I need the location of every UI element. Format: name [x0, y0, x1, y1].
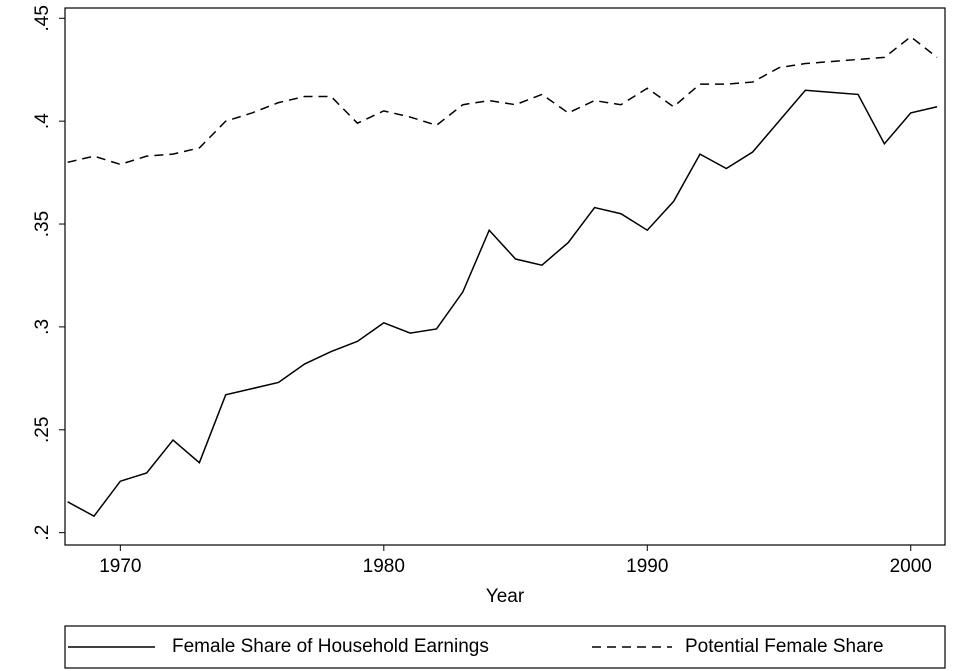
x-axis-title: Year	[486, 586, 525, 607]
legend-label: Potential Female Share	[685, 636, 884, 657]
data-line	[67, 89, 938, 518]
data-line	[67, 35, 938, 166]
plot-frame	[64, 7, 946, 546]
legend-label: Female Share of Household Earnings	[172, 636, 489, 657]
y-tick-label: .2	[32, 525, 53, 541]
y-tick-label: .35	[32, 211, 53, 237]
y-tick-label: .25	[32, 417, 53, 443]
y-tick-label: .4	[32, 113, 53, 129]
x-tick-label: 1990	[626, 556, 668, 577]
x-tick-label: 1980	[363, 556, 405, 577]
y-tick-label: .3	[32, 319, 53, 335]
x-tick-label: 2000	[890, 556, 932, 577]
x-tick-label: 1970	[99, 556, 141, 577]
y-tick-label: .45	[32, 5, 53, 31]
legend-box	[64, 625, 946, 669]
